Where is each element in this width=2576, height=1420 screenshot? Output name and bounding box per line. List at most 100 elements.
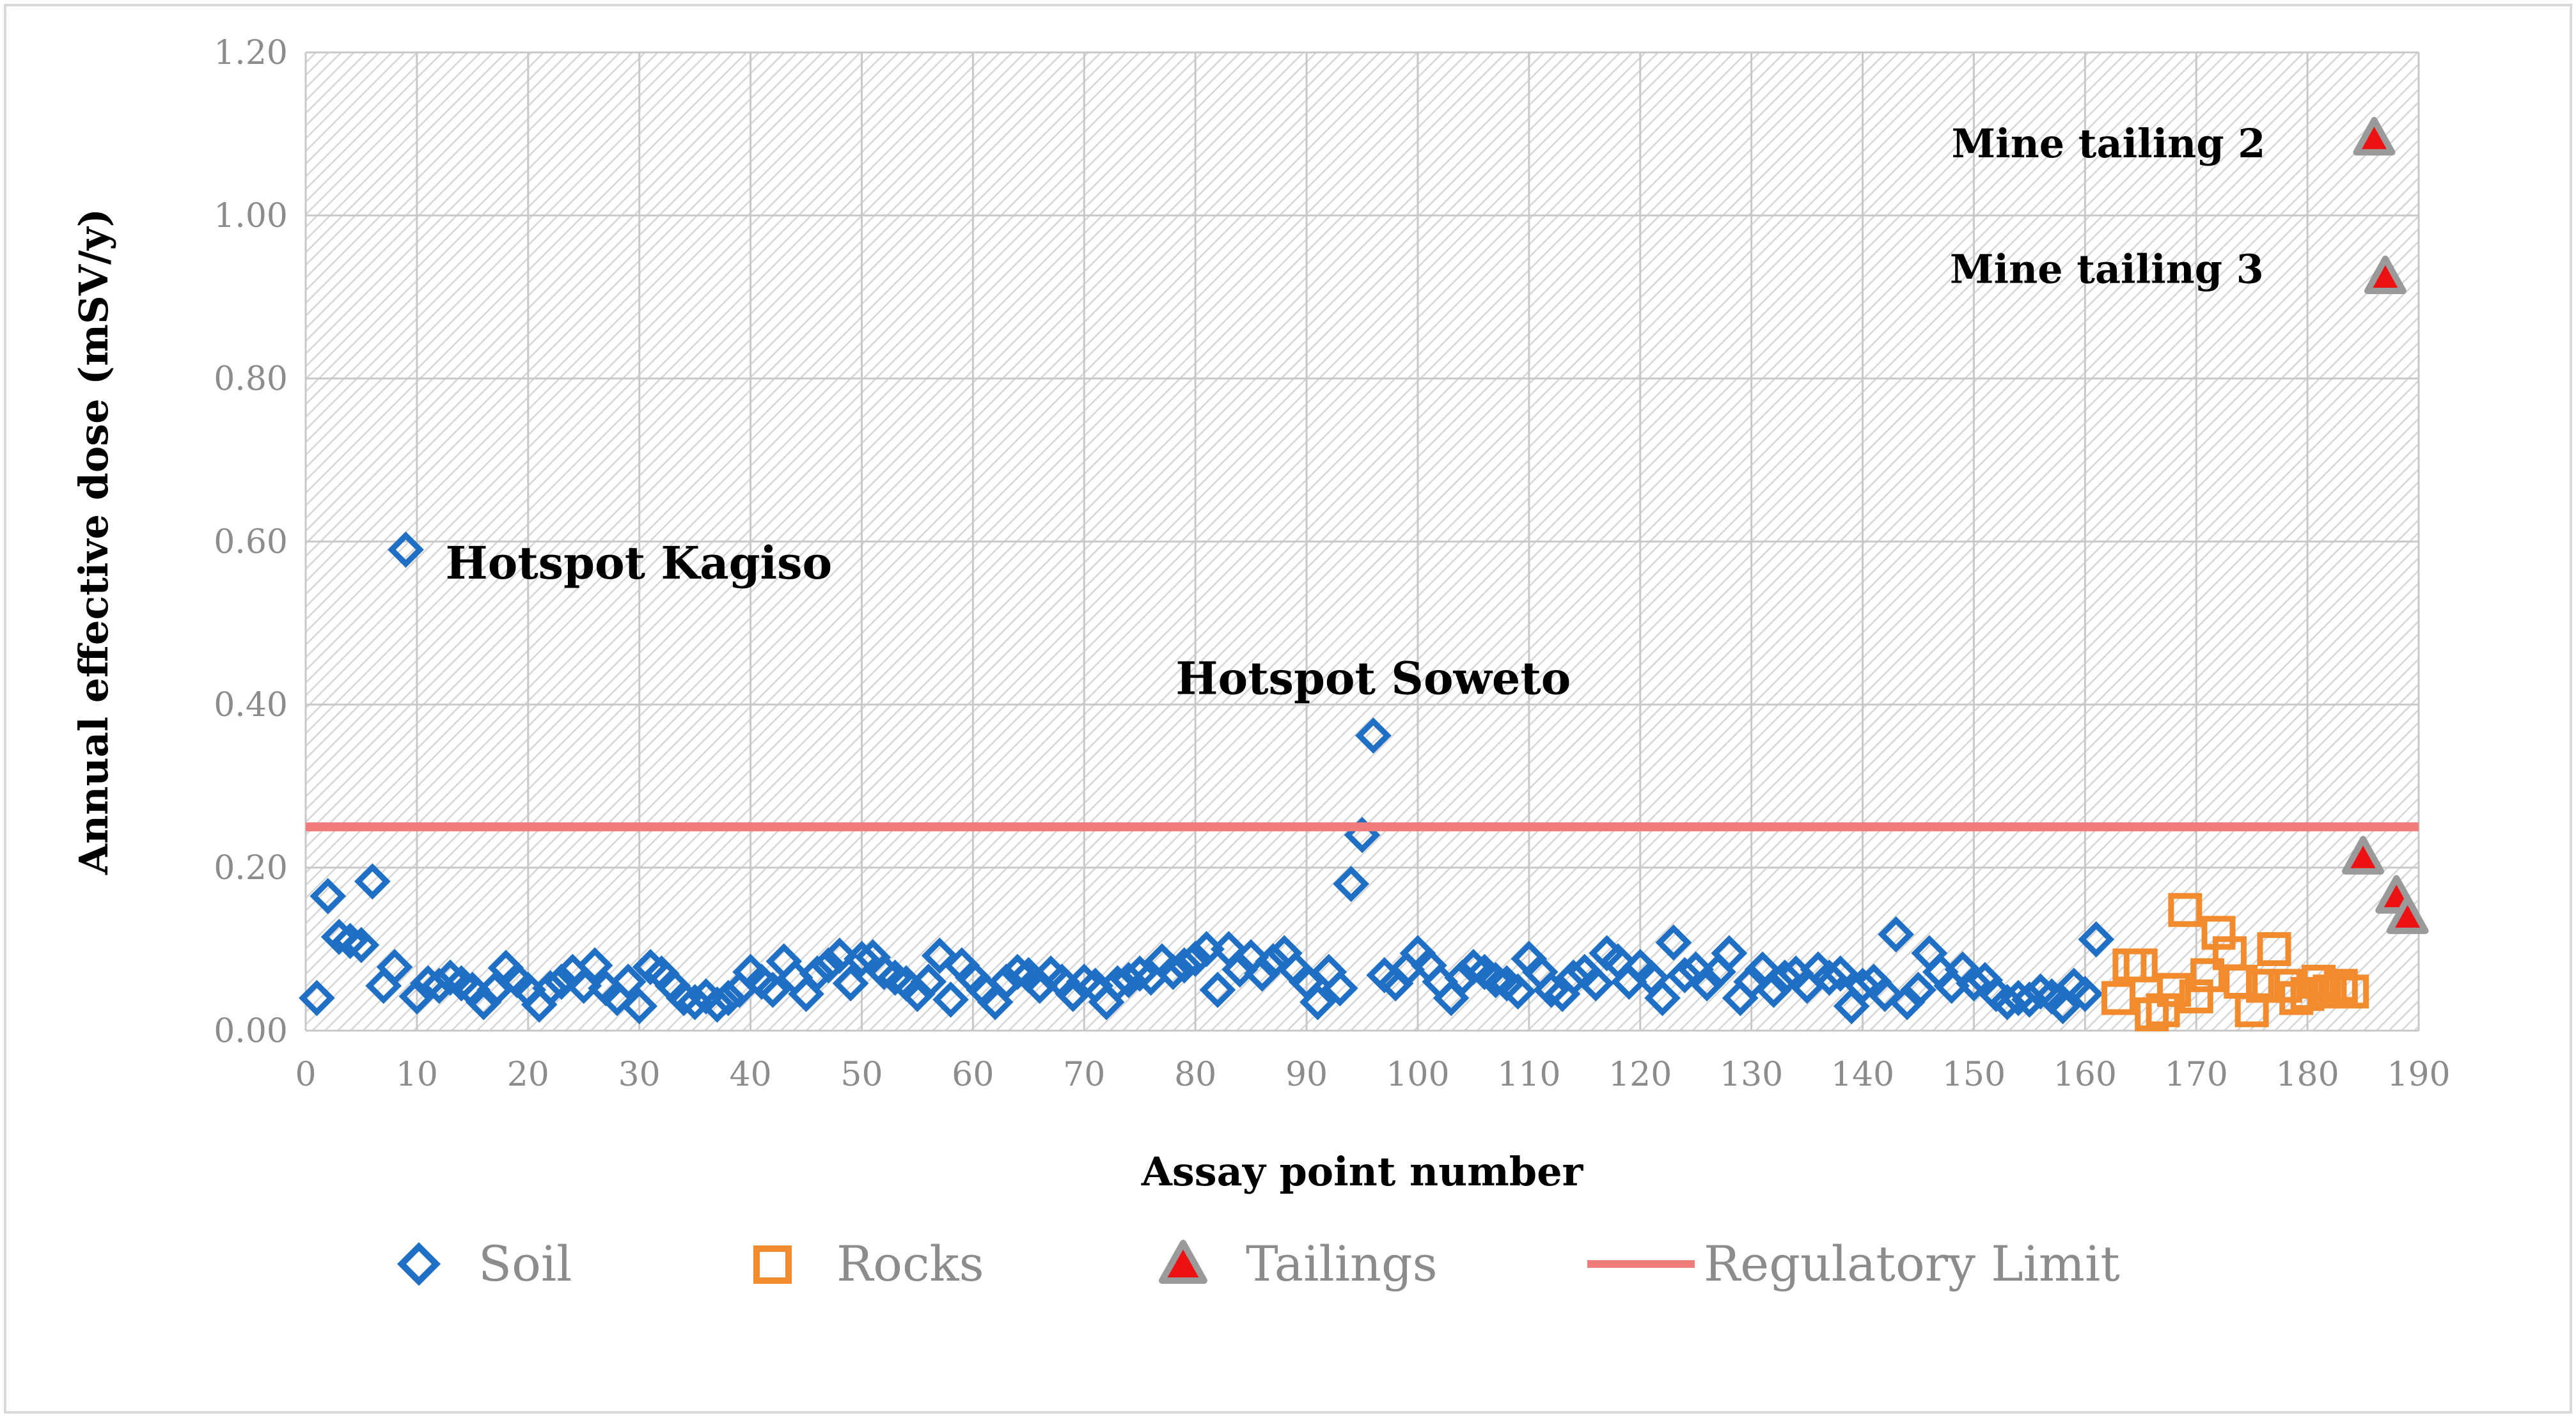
tailings-point [2386, 895, 2429, 934]
x-tick-label: 0 [295, 1056, 316, 1094]
soil-point [1711, 935, 1748, 972]
soil-point [1866, 976, 1903, 1012]
soil-point [1199, 971, 1236, 1008]
soil-point [532, 970, 569, 1007]
soil-point [609, 964, 647, 1000]
rocks-point [2313, 974, 2347, 1009]
legend: Soil Rocks Tailings Regulatory Limit [397, 1235, 2120, 1292]
series-layer [299, 116, 2429, 1031]
x-tick-label: 190 [2387, 1056, 2450, 1094]
soil-point [1577, 965, 1614, 1002]
soil-point [465, 984, 502, 1020]
soil-point [910, 964, 947, 1000]
soil-point [810, 947, 847, 984]
soil-point [832, 965, 869, 1002]
soil-point [999, 953, 1036, 990]
legend-item-tailings[interactable]: Tailings [1159, 1235, 1438, 1292]
rocks-point [2179, 979, 2213, 1013]
x-tick-label: 20 [507, 1056, 549, 1094]
soil-point [1155, 953, 1191, 990]
gridlines [304, 51, 2420, 1032]
y-tick-label: 0.80 [214, 360, 288, 398]
y-tick-label: 1.00 [214, 197, 288, 235]
soil-point [710, 979, 747, 1017]
soil-point [621, 988, 658, 1025]
soil-point [932, 981, 969, 1018]
x-tick-label: 30 [618, 1056, 661, 1094]
soil-point [1255, 943, 1292, 979]
tailings-point [2353, 116, 2396, 156]
x-tick-label: 50 [840, 1056, 883, 1094]
legend-item-soil[interactable]: Soil [397, 1235, 572, 1292]
x-tick-label: 40 [729, 1056, 771, 1094]
legend-label-soil: Soil [478, 1235, 572, 1292]
soil-point [1321, 970, 1358, 1007]
rocks-point [2123, 948, 2158, 983]
rocks-point [2135, 997, 2169, 1031]
rocks-point [2190, 958, 2225, 992]
x-tick-label: 170 [2165, 1056, 2228, 1094]
rocks-point [2234, 993, 2269, 1027]
soil-point [2078, 921, 2115, 958]
soil-point [1878, 916, 1915, 953]
soil-point [388, 531, 424, 568]
soil-point [1333, 866, 1369, 902]
soil-point [1555, 959, 1592, 996]
soil-point [1655, 924, 1692, 961]
legend-label-regulatory-limit: Regulatory Limit [1704, 1235, 2120, 1292]
rocks-point [2101, 981, 2135, 1015]
soil-point [543, 964, 580, 1000]
rocks-point [2146, 993, 2180, 1027]
legend-label-tailings: Tailings [1246, 1235, 1438, 1292]
soil-point [1244, 955, 1280, 992]
soil-point [1956, 965, 1992, 1002]
soil-point [354, 863, 391, 900]
y-tick-label: 0.20 [214, 849, 288, 887]
soil-point [299, 979, 335, 1017]
legend-label-rocks: Rocks [836, 1235, 984, 1292]
soil-point [1889, 984, 1926, 1020]
soil-point [1755, 971, 1792, 1008]
x-tick-label: 180 [2275, 1056, 2339, 1094]
soil-point [799, 955, 836, 992]
annotation-hotspot-kagiso: Hotspot Kagiso [446, 536, 833, 589]
soil-point [1644, 979, 1681, 1017]
x-tick-label: 130 [1720, 1056, 1783, 1094]
y-axis-label: Annual effective dose (mSV/y) [70, 208, 117, 875]
series-rocks [2101, 893, 2369, 1031]
x-tick-label: 80 [1174, 1056, 1216, 1094]
x-tick-label: 150 [1942, 1056, 2006, 1094]
tailings-point [2342, 836, 2385, 875]
soil-point [1166, 947, 1203, 984]
soil-point [844, 940, 880, 978]
soil-point [1733, 964, 1770, 1000]
rocks-point [2201, 916, 2236, 950]
soil-point [699, 986, 735, 1023]
x-tick-label: 160 [2054, 1056, 2117, 1094]
tailings-point [2364, 255, 2407, 295]
x-tick-label: 100 [1386, 1056, 1449, 1094]
rocks-point [2246, 969, 2281, 1003]
rocks-point [2335, 974, 2369, 1009]
legend-item-regulatory-limit[interactable]: Regulatory Limit [1587, 1235, 2120, 1292]
y-axis-ticks: 0.00 0.20 0.40 0.60 0.80 1.00 1.20 [214, 34, 288, 1050]
legend-marker-rocks [753, 1245, 792, 1284]
rocks-point [2301, 965, 2336, 999]
soil-point [677, 984, 713, 1020]
soil-point [1810, 959, 1848, 996]
legend-marker-tailings [1159, 1240, 1207, 1284]
soil-point [1300, 984, 1336, 1020]
rocks-point [2323, 969, 2358, 1003]
soil-point [576, 947, 613, 984]
legend-marker-soil [397, 1242, 441, 1286]
soil-point [1500, 973, 1536, 1010]
soil-point [1844, 967, 1881, 1004]
soil-point [754, 971, 791, 1008]
annotation-mine-tailing-3: Mine tailing 3 [1950, 246, 2264, 293]
legend-item-rocks[interactable]: Rocks [753, 1235, 984, 1292]
soil-point [1666, 956, 1703, 994]
soil-point [821, 937, 858, 974]
x-tick-label: 90 [1285, 1056, 1328, 1094]
